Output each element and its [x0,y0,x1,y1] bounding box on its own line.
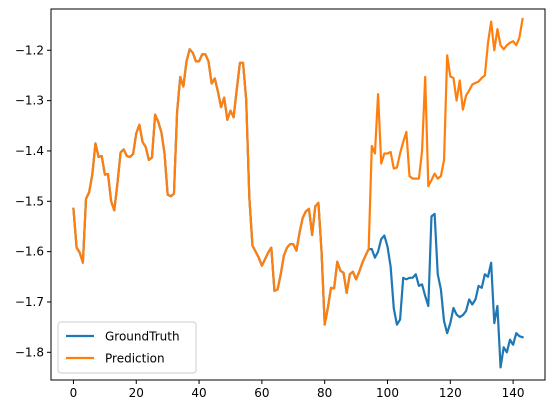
x-tick-label: 120 [439,386,462,400]
y-tick-label: −1.7 [15,295,44,309]
y-tick-label: −1.2 [15,43,44,57]
y-tick-label: −1.8 [15,345,44,359]
plot-frame [50,8,546,381]
x-tick-label: 60 [254,386,269,400]
x-tick-label: 80 [317,386,332,400]
series-layer [72,17,524,369]
y-tick-label: −1.5 [15,194,44,208]
y-tick-label: −1.4 [15,144,44,158]
x-tick-label: 100 [376,386,399,400]
x-tick-label: 20 [129,386,144,400]
y-tick-label: −1.6 [15,245,44,259]
x-tick-label: 140 [502,386,525,400]
x-tick-label: 0 [70,386,78,400]
x-axis: 0 20 40 60 80 100 120 140 [70,380,525,400]
x-tick-label: 40 [191,386,206,400]
y-tick-label: −1.3 [15,94,44,108]
legend-box [57,321,197,374]
legend-label-groundtruth: GroundTruth [105,330,180,344]
series-line-prediction [72,17,524,326]
legend-label-prediction: Prediction [105,352,165,366]
y-axis: −1.8 −1.7 −1.6 −1.5 −1.4 −1.3 −1.2 [15,43,51,359]
legend: GroundTruth Prediction [57,321,197,374]
